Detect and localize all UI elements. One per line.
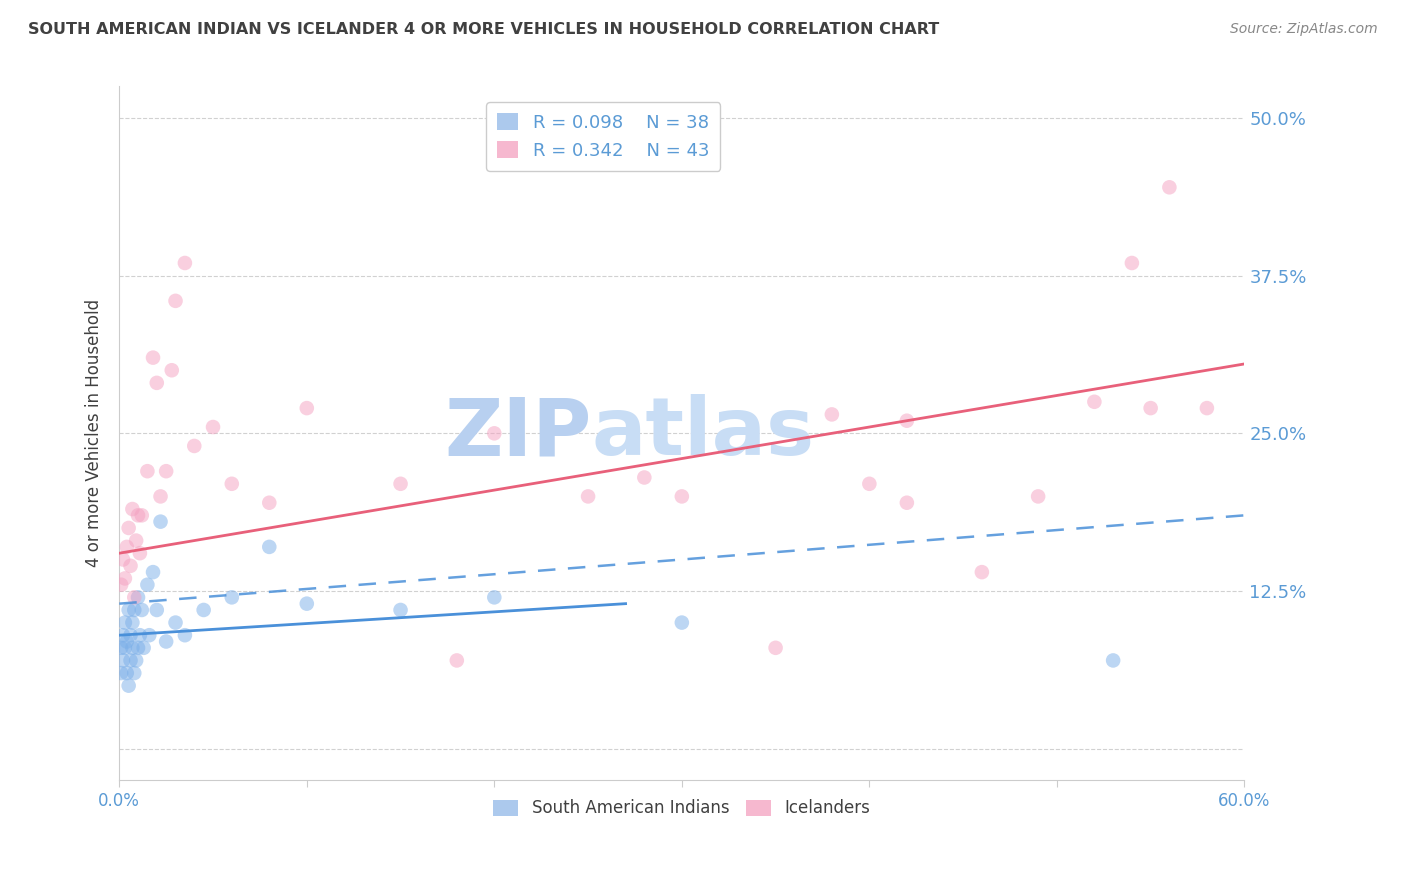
Point	[1139, 401, 1161, 416]
Point	[114, 615, 136, 630]
Point	[155, 634, 177, 648]
Point	[446, 653, 468, 667]
Point	[131, 603, 153, 617]
Point	[155, 464, 177, 478]
Legend: South American Indians, Icelanders: South American Indians, Icelanders	[486, 793, 877, 824]
Point	[120, 653, 142, 667]
Point	[295, 597, 318, 611]
Y-axis label: 4 or more Vehicles in Household: 4 or more Vehicles in Household	[86, 300, 103, 567]
Text: Source: ZipAtlas.com: Source: ZipAtlas.com	[1230, 22, 1378, 37]
Point	[121, 640, 143, 655]
Point	[576, 490, 599, 504]
Point	[127, 591, 149, 605]
Point	[114, 571, 136, 585]
Point	[117, 603, 139, 617]
Point	[132, 640, 155, 655]
Point	[858, 476, 880, 491]
Point	[127, 508, 149, 523]
Point	[120, 628, 142, 642]
Point	[117, 679, 139, 693]
Point	[131, 508, 153, 523]
Point	[1102, 653, 1125, 667]
Point	[136, 464, 159, 478]
Point	[765, 640, 787, 655]
Point	[174, 256, 197, 270]
Point	[110, 640, 132, 655]
Point	[149, 490, 172, 504]
Point	[183, 439, 205, 453]
Point	[1083, 394, 1105, 409]
Point	[389, 476, 412, 491]
Point	[970, 565, 993, 579]
Point	[142, 565, 165, 579]
Point	[146, 603, 169, 617]
Text: ZIP: ZIP	[444, 394, 592, 473]
Point	[125, 533, 148, 548]
Point	[259, 540, 281, 554]
Point	[136, 578, 159, 592]
Point	[896, 414, 918, 428]
Point	[115, 634, 138, 648]
Point	[120, 558, 142, 573]
Point	[259, 496, 281, 510]
Point	[110, 578, 132, 592]
Point	[129, 546, 152, 560]
Point	[671, 615, 693, 630]
Point	[633, 470, 655, 484]
Point	[165, 293, 187, 308]
Text: SOUTH AMERICAN INDIAN VS ICELANDER 4 OR MORE VEHICLES IN HOUSEHOLD CORRELATION C: SOUTH AMERICAN INDIAN VS ICELANDER 4 OR …	[28, 22, 939, 37]
Point	[221, 476, 243, 491]
Point	[121, 502, 143, 516]
Point	[117, 521, 139, 535]
Point	[160, 363, 183, 377]
Point	[202, 420, 225, 434]
Point	[111, 628, 134, 642]
Point	[124, 591, 146, 605]
Point	[149, 515, 172, 529]
Point	[146, 376, 169, 390]
Point	[221, 591, 243, 605]
Point	[484, 426, 506, 441]
Point	[896, 496, 918, 510]
Text: atlas: atlas	[592, 394, 815, 473]
Point	[389, 603, 412, 617]
Point	[1195, 401, 1218, 416]
Point	[1026, 490, 1049, 504]
Point	[125, 653, 148, 667]
Point	[671, 490, 693, 504]
Point	[121, 615, 143, 630]
Point	[115, 666, 138, 681]
Point	[1159, 180, 1181, 194]
Point	[174, 628, 197, 642]
Point	[115, 540, 138, 554]
Point	[111, 552, 134, 566]
Point	[124, 666, 146, 681]
Point	[165, 615, 187, 630]
Point	[111, 653, 134, 667]
Point	[129, 628, 152, 642]
Point	[114, 640, 136, 655]
Point	[110, 666, 132, 681]
Point	[821, 408, 844, 422]
Point	[295, 401, 318, 416]
Point	[138, 628, 160, 642]
Point	[124, 603, 146, 617]
Point	[193, 603, 215, 617]
Point	[1121, 256, 1143, 270]
Point	[484, 591, 506, 605]
Point	[127, 640, 149, 655]
Point	[142, 351, 165, 365]
